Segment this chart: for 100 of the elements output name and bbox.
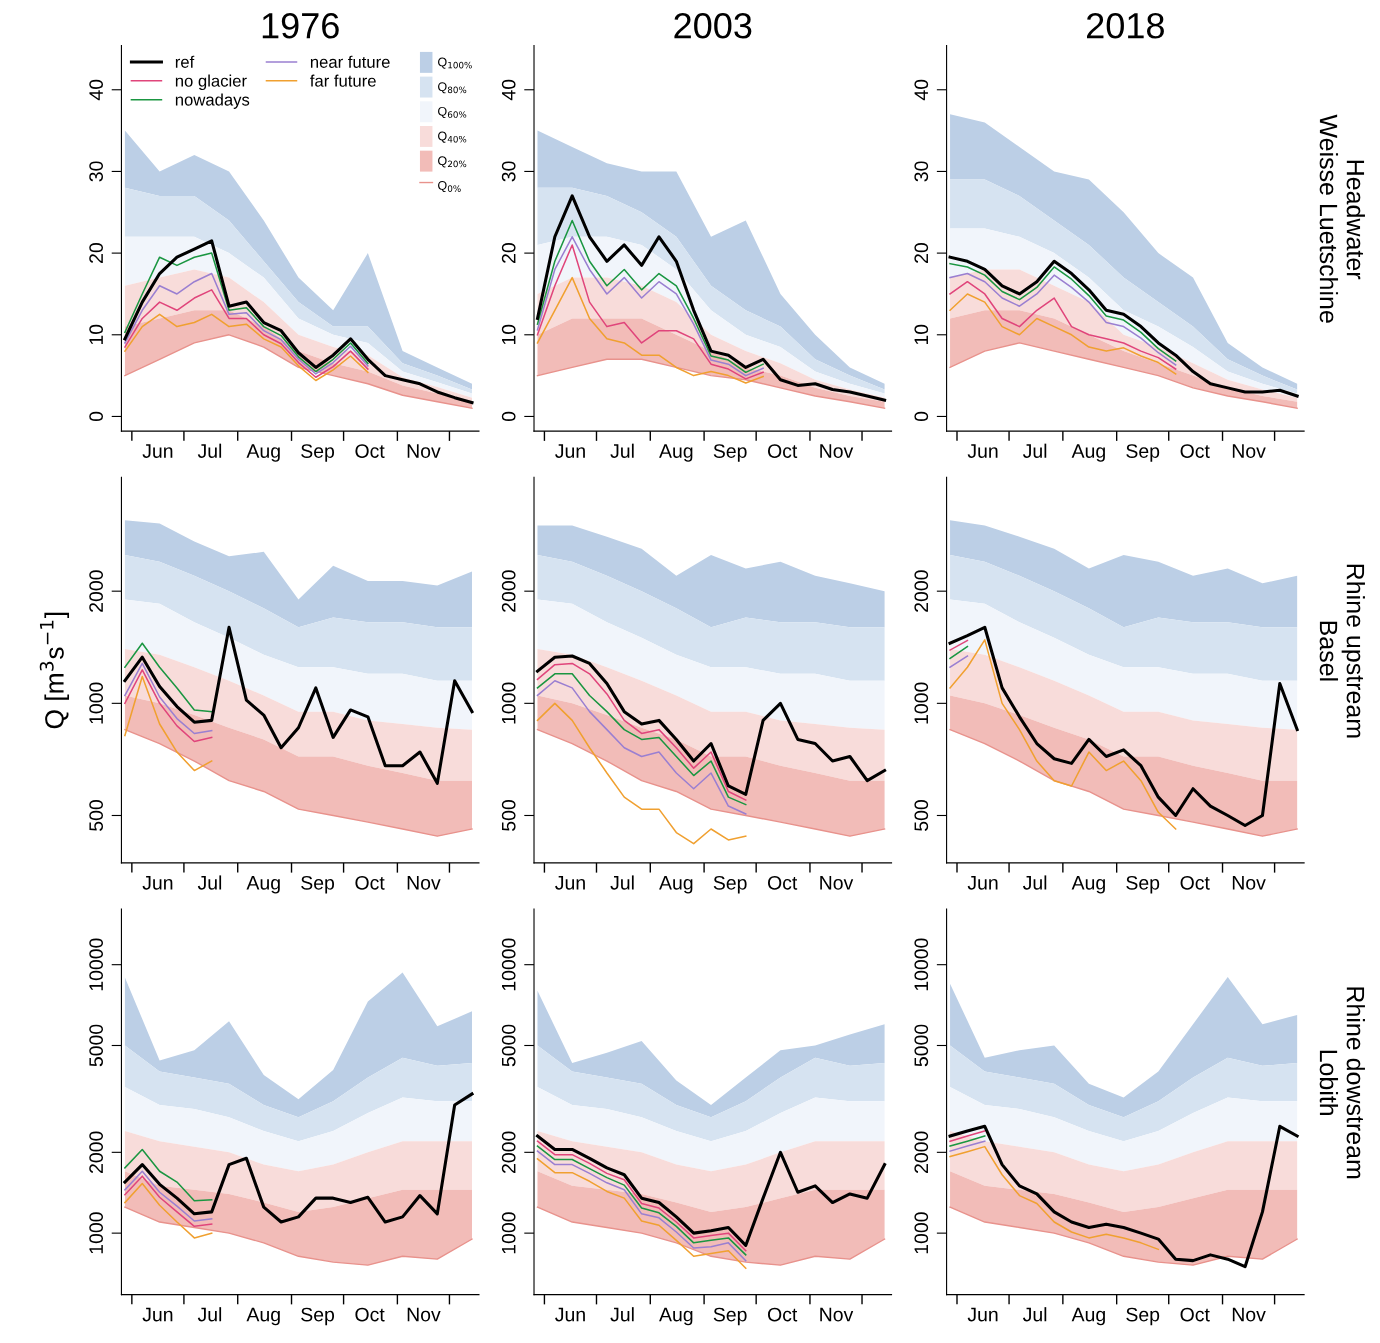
line-series [124, 313, 369, 382]
y-tick-label: 10 [89, 324, 104, 345]
line-series [536, 358, 886, 409]
y2-axis-title: Rhine dowstream Lobith [1319, 987, 1365, 1179]
y-tick-label: 30 [501, 161, 516, 182]
line-series [949, 1145, 1160, 1251]
x-tick-label: Aug [246, 876, 280, 894]
x-tick-label: Oct [767, 444, 798, 458]
x-tick-label: Aug [659, 876, 693, 894]
line-series [124, 1175, 213, 1228]
line-series [124, 1206, 473, 1266]
y-tick-label: 500 [501, 800, 516, 831]
y-tick-label: 5000 [501, 1024, 516, 1067]
legend-label: nowadays [175, 93, 250, 109]
y-tick-label: 500 [89, 800, 104, 831]
line-series [536, 276, 764, 384]
x-tick-label: Jul [610, 875, 634, 890]
x-tick-label: Jun [967, 1307, 998, 1322]
x-tick-label: Jul [1022, 1307, 1047, 1322]
line-series [124, 252, 369, 373]
y-tick-label: 1000 [501, 682, 516, 724]
legend-label: Q$_{80%}$ [438, 82, 467, 94]
x-tick-label: Sep [713, 444, 747, 462]
y-tick-label: 20 [501, 243, 516, 263]
x-tick-label: Jul [610, 443, 634, 458]
y-tick-label: 10000 [501, 938, 516, 991]
x-tick-label: Nov [407, 876, 441, 890]
y-tick-label: 1000 [89, 1212, 104, 1254]
line-series [536, 728, 886, 837]
x-tick-label: Nov [1232, 1307, 1266, 1322]
line-series [124, 289, 369, 379]
x-tick-label: Oct [1180, 875, 1210, 890]
y-tick-label: 0 [501, 411, 516, 422]
chart-title: 1976 [262, 12, 339, 39]
line-series [124, 1182, 213, 1239]
line-series [949, 1206, 1298, 1266]
x-tick-label: Jul [197, 443, 222, 458]
y-tick-label: 40 [89, 79, 104, 101]
legend-label: far future [310, 74, 376, 87]
line-series [949, 293, 1177, 375]
legend-label: near future [310, 55, 390, 68]
x-tick-label: Jul [1022, 443, 1047, 458]
y-axis-title: Q [m$^{3}$s$^{−1}$] [39, 612, 70, 729]
line-series [949, 728, 1298, 837]
x-tick-label: Aug [246, 1307, 280, 1326]
line-series [124, 1170, 213, 1222]
line-series [124, 272, 369, 375]
x-tick-label: Jun [142, 1307, 173, 1322]
x-tick-label: Jun [555, 1307, 585, 1322]
y-tick-label: 20 [89, 243, 104, 263]
legend-label: Q$_{100%}$ [438, 57, 472, 69]
legend-label: no glacier [175, 74, 247, 91]
y-tick-label: 30 [89, 161, 104, 182]
x-tick-label: Sep [301, 1307, 335, 1326]
x-tick-label: Sep [713, 875, 747, 894]
x-tick-label: Jun [967, 876, 998, 890]
x-tick-label: Oct [355, 444, 385, 458]
legend-label: Q$_{40%}$ [438, 131, 467, 143]
line-series [536, 1206, 886, 1266]
x-tick-label: Nov [1232, 876, 1266, 890]
line-series [536, 702, 747, 845]
x-tick-label: Oct [355, 1307, 385, 1322]
x-tick-label: Nov [820, 1307, 854, 1322]
y-tick-label: 20 [914, 243, 929, 263]
y-tick-label: 2000 [914, 1131, 929, 1173]
x-tick-label: Nov [1232, 444, 1266, 458]
line-series [124, 642, 213, 713]
y-tick-label: 500 [914, 800, 929, 831]
line-series [124, 669, 213, 743]
line-series [124, 675, 213, 772]
y2-axis-title: Headwater Weisse Luetschine [1319, 114, 1365, 323]
y-tick-label: 0 [914, 411, 929, 422]
line-series [949, 639, 1177, 830]
y-tick-label: 10000 [914, 938, 929, 991]
x-tick-label: Aug [659, 444, 693, 462]
x-tick-label: Oct [767, 1307, 798, 1322]
legend-label: Q$_{60%}$ [438, 106, 467, 118]
x-tick-label: Jun [142, 444, 173, 458]
y-tick-label: 2000 [89, 570, 104, 612]
chart-title: 2003 [674, 12, 752, 39]
x-tick-label: Aug [1071, 444, 1105, 462]
line-series [124, 334, 473, 409]
line-series [124, 1148, 213, 1202]
x-tick-label: Sep [301, 875, 335, 894]
y-tick-label: 5000 [914, 1024, 929, 1067]
y-tick-label: 10000 [89, 938, 104, 991]
legend-label: ref [175, 55, 195, 68]
x-tick-label: Aug [1071, 1307, 1105, 1326]
chart-title: 2018 [1087, 12, 1164, 39]
x-tick-label: Sep [301, 444, 335, 462]
y-tick-label: 2000 [89, 1131, 104, 1173]
y-tick-label: 1000 [501, 1212, 516, 1254]
x-tick-label: Oct [1180, 1307, 1210, 1322]
y-tick-label: 40 [501, 79, 516, 101]
line-series [949, 342, 1298, 409]
x-tick-label: Nov [820, 876, 854, 890]
y-tick-label: 30 [914, 161, 929, 182]
x-tick-label: Sep [1126, 444, 1160, 462]
x-tick-label: Jul [197, 1307, 222, 1322]
y-tick-label: 2000 [501, 1131, 516, 1173]
